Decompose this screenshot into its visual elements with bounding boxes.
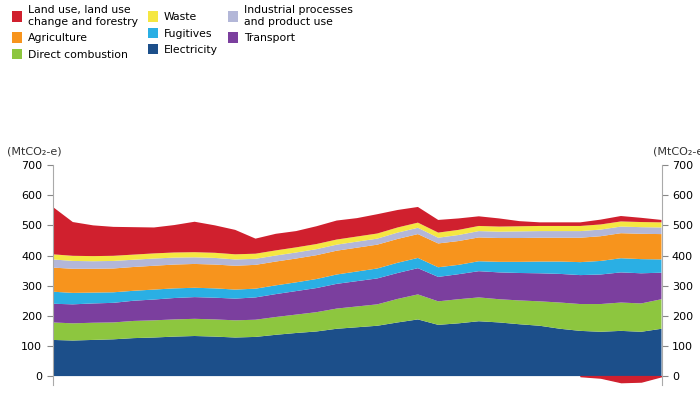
Text: (MtCO₂-e): (MtCO₂-e) [7, 146, 62, 156]
Text: (MtCO₂-e): (MtCO₂-e) [652, 146, 700, 156]
Legend: Land use, land use
change and forestry, Agriculture, Direct combustion, Waste, F: Land use, land use change and forestry, … [13, 6, 353, 60]
